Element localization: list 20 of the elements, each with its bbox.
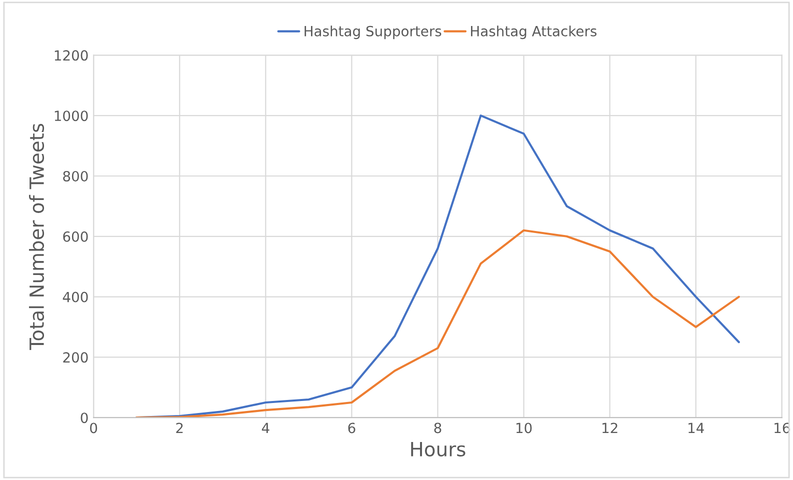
y-axis-title: Total Number of Tweets <box>28 124 44 350</box>
legend-label: Hashtag Attackers <box>471 26 596 40</box>
x-tick-label: 14 <box>688 422 704 434</box>
y-tick-label: 200 <box>63 352 88 363</box>
x-tick-label: 6 <box>348 422 356 434</box>
line-series <box>136 229 740 418</box>
x-tick-label: 0 <box>90 422 98 434</box>
legend-label: Hashtag Supporters <box>304 26 442 40</box>
y-tick-label: 400 <box>62 292 88 302</box>
y-tick-label: 800 <box>63 170 88 182</box>
x-tick-label: 4 <box>262 422 270 434</box>
y-tick-label: 1000 <box>54 110 88 122</box>
x-axis-title: Hours <box>411 442 466 457</box>
x-tick-label: 12 <box>602 422 618 434</box>
y-tick-label: 0 <box>80 412 88 424</box>
x-tick-label: 10 <box>516 422 532 434</box>
y-tick-label: 1200 <box>54 50 88 61</box>
y-tick-label: 600 <box>63 231 88 242</box>
x-tick-label: 8 <box>434 422 442 434</box>
x-tick-label: 2 <box>176 422 183 434</box>
